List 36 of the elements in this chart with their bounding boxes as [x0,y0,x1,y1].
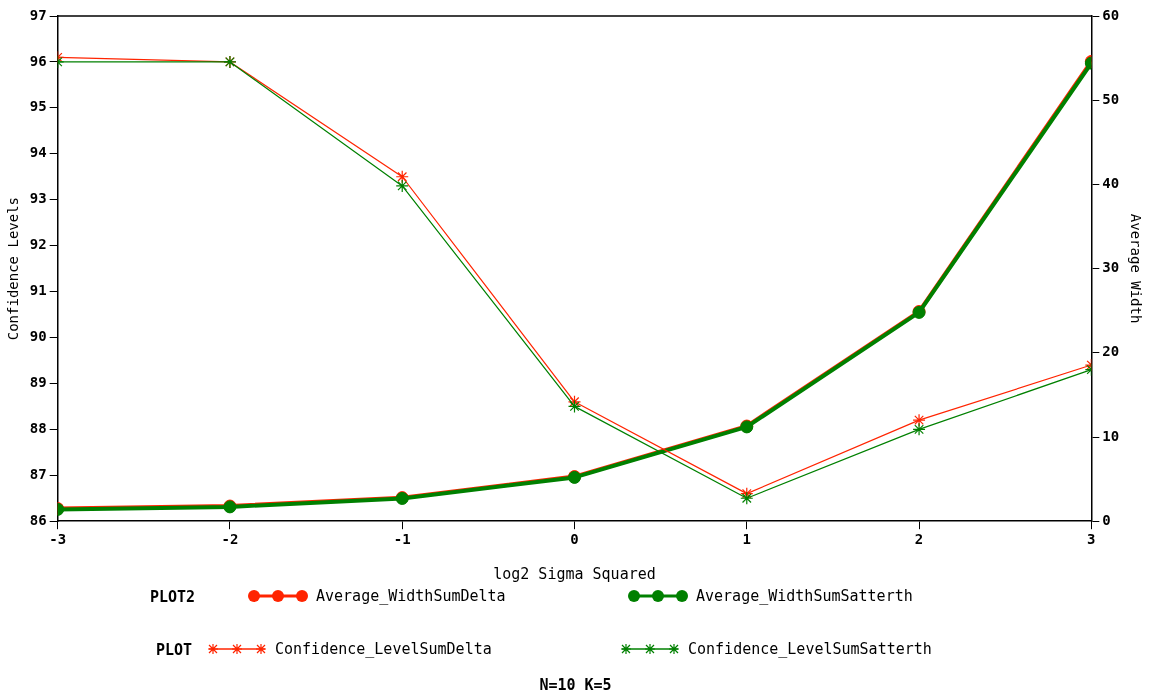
x-tick-label: 2 [914,531,924,548]
text: PLOT2 [150,588,196,606]
x-axis-title: log2 Sigma Squared [493,564,656,583]
y2-tick-label: 20 [1102,343,1120,360]
legend-label: Average_WidthSumSatterth [696,587,913,605]
legend-label: Confidence_LevelSumDelta [275,640,492,658]
y-tick-label: 86 [29,511,47,528]
y-tick-label: 88 [29,419,47,436]
y-tick-label: 91 [29,282,47,299]
text: PLOT [156,641,193,659]
x-tick-label: 0 [570,531,579,548]
y-tick-label: 97 [29,6,47,23]
y2-tick-label: 50 [1102,90,1120,107]
y-tick-label: 95 [29,98,47,115]
legend-label: Confidence_LevelSumSatterth [688,640,932,658]
y-tick-label: 92 [29,236,47,253]
legend-label: Average_WidthSumDelta [316,587,506,605]
y-tick-label: 94 [29,144,47,161]
y-tick-label: 87 [29,465,47,482]
y2-tick-label: 40 [1102,175,1120,192]
x-tick-label: 1 [742,531,751,548]
y-tick-label: 90 [29,328,47,345]
y2-tick-label: 0 [1102,511,1111,528]
x-tick-label: -3 [49,531,67,548]
y2-tick-label: 10 [1102,427,1120,444]
y-tick-label: 89 [29,374,47,391]
x-tick-label: -2 [221,531,239,548]
y2-tick-label: 60 [1102,6,1120,23]
y-tick-label: 93 [29,190,47,207]
y2-tick-label: 30 [1102,259,1120,276]
x-tick-label: -1 [393,531,411,548]
x-tick-label: 3 [1087,531,1096,548]
y2-axis-title: Average Width [1127,213,1144,324]
text: N=10 K=5 [538,676,613,694]
y-axis-title: Confidence Levels [5,196,22,341]
y-tick-label: 96 [29,52,47,69]
